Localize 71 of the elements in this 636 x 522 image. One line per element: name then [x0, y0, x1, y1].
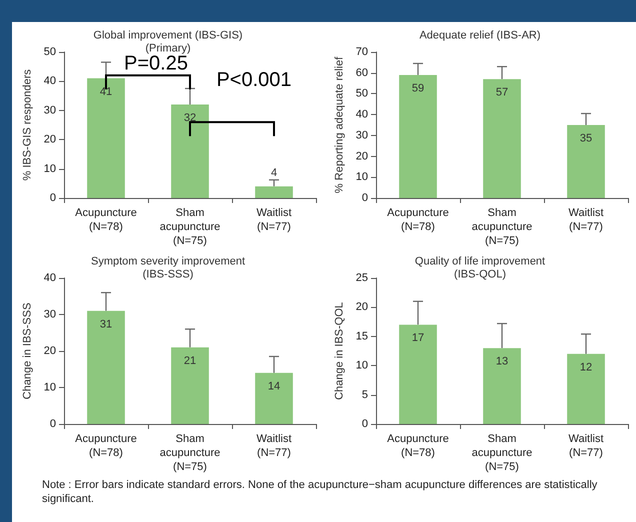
chart-title: Quality of life improvement (IBS-QOL): [414, 256, 546, 280]
y-tick-label: 0: [50, 418, 56, 430]
y-tick-label: 0: [362, 418, 368, 430]
x-tick-label: Sham acupuncture (N=75): [160, 207, 220, 247]
y-tick-label: 0: [362, 192, 368, 204]
x-tick-label: Waitlist (N=77): [568, 433, 604, 459]
data-label: 13: [496, 356, 508, 368]
bar: [567, 354, 605, 424]
data-label: 35: [580, 132, 592, 144]
chart-title: Symptom severity improvement (IBS-SSS): [90, 256, 246, 280]
bar: [255, 186, 293, 198]
data-label: 4: [270, 166, 278, 179]
y-tick-label: 30: [44, 104, 56, 116]
y-tick-label: 10: [356, 171, 368, 184]
data-label: 12: [580, 361, 592, 374]
y-tick-label: 70: [356, 46, 368, 58]
y-tick-label: 10: [44, 382, 56, 394]
y-tick-label: 20: [44, 345, 56, 357]
y-tick-label: 50: [356, 88, 368, 100]
text: Note : Error bars indicate standard errors. None of the acupuncture−sham acupuncture differences are statistically significant.: [42, 478, 598, 506]
y-tick-label: 25: [356, 272, 368, 284]
y-axis-title: % Reporting adequate relief: [333, 56, 346, 194]
x-tick-label: Sham acupuncture (N=75): [472, 207, 532, 247]
x-tick-label: Waitlist (N=77): [256, 207, 292, 233]
y-tick-label: 15: [356, 330, 368, 342]
x-tick-label: Sham acupuncture (N=75): [472, 433, 532, 473]
bar: [87, 78, 125, 198]
x-tick-label: Sham acupuncture (N=75): [160, 433, 220, 473]
data-label: 17: [412, 332, 424, 344]
data-label: 59: [412, 82, 424, 94]
y-tick-label: 50: [44, 46, 56, 58]
data-label: 41: [100, 86, 112, 98]
y-tick-label: 20: [356, 150, 368, 162]
bar: [483, 348, 521, 424]
bar: [399, 74, 437, 198]
data-label: 21: [184, 354, 196, 367]
bar: [567, 125, 605, 198]
y-tick-label: 0: [50, 192, 56, 204]
data-label: 14: [268, 380, 280, 392]
y-tick-label: 20: [356, 301, 368, 314]
bar: [87, 310, 125, 424]
x-tick-label: Acupuncture (N=78): [387, 207, 449, 233]
x-tick-label: Acupuncture (N=78): [387, 433, 449, 459]
y-tick-label: 40: [356, 108, 368, 121]
y-tick-label: 60: [356, 66, 368, 79]
y-tick-label: 30: [44, 308, 56, 320]
y-tick-label: 20: [44, 134, 56, 146]
data-label: 32: [184, 112, 196, 124]
data-label: 31: [100, 318, 112, 330]
chart-title: Adequate relief (IBS-AR): [419, 30, 541, 42]
y-tick-label: 40: [44, 272, 56, 284]
y-axis-title: % IBS-GIS responders: [21, 68, 34, 181]
data-label: 57: [496, 86, 508, 99]
x-tick-label: Acupuncture (N=78): [75, 207, 137, 233]
x-tick-label: Waitlist (N=77): [256, 433, 292, 459]
y-axis-title: Change in IBS-SSS: [21, 302, 34, 400]
bar: [399, 324, 437, 424]
y-tick-label: 10: [356, 360, 368, 372]
annotation: P<0.001: [216, 69, 292, 92]
y-tick-label: 40: [44, 75, 56, 88]
bar: [255, 372, 293, 424]
x-tick-label: Acupuncture (N=78): [75, 433, 137, 459]
chart-title: Global improvement (IBS-GIS) (Primary): [93, 30, 243, 54]
y-tick-label: 10: [44, 162, 56, 175]
bar: [171, 104, 209, 198]
y-axis-title: Change in IBS-QOL: [333, 302, 346, 400]
x-tick-label: Waitlist (N=77): [568, 207, 604, 233]
y-tick-label: 30: [356, 129, 368, 142]
y-tick-label: 5: [362, 388, 368, 401]
bar: [483, 79, 521, 198]
bar: [171, 347, 209, 424]
